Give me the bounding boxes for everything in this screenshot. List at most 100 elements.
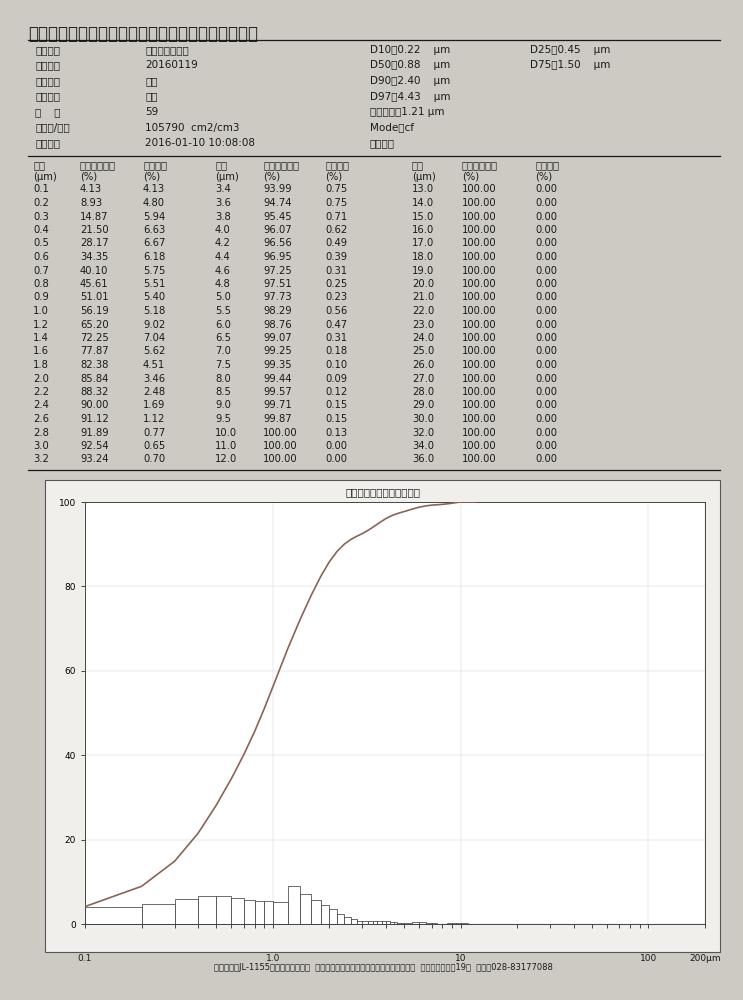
Text: 1.0: 1.0 bbox=[266, 954, 280, 963]
Text: 0.4: 0.4 bbox=[33, 225, 49, 235]
Text: 6.18: 6.18 bbox=[143, 252, 165, 262]
Text: 文件名：: 文件名： bbox=[370, 138, 395, 148]
Text: 0.3: 0.3 bbox=[33, 212, 49, 222]
Text: 0.49: 0.49 bbox=[325, 238, 347, 248]
Text: 操作人员: 操作人员 bbox=[35, 92, 60, 102]
Text: 99.44: 99.44 bbox=[263, 373, 291, 383]
Text: 200μm: 200μm bbox=[690, 954, 721, 963]
Text: 17.0: 17.0 bbox=[412, 238, 434, 248]
Text: 试样名称: 试样名称 bbox=[35, 76, 60, 86]
Text: 98.29: 98.29 bbox=[263, 306, 291, 316]
Text: 试样名称: 试样名称 bbox=[35, 45, 60, 55]
Text: 0.00: 0.00 bbox=[535, 238, 557, 248]
Text: 0.00: 0.00 bbox=[535, 414, 557, 424]
Text: 粒径: 粒径 bbox=[215, 160, 227, 170]
Text: 粒径: 粒径 bbox=[33, 160, 45, 170]
Text: 5.0: 5.0 bbox=[215, 292, 231, 302]
Text: 100.00: 100.00 bbox=[263, 441, 298, 451]
Text: 100.00: 100.00 bbox=[263, 428, 298, 438]
Text: 频度分布: 频度分布 bbox=[143, 160, 167, 170]
Text: 100.00: 100.00 bbox=[462, 225, 496, 235]
Text: 0.1: 0.1 bbox=[78, 954, 92, 963]
Text: 100.00: 100.00 bbox=[462, 212, 496, 222]
Text: 100.00: 100.00 bbox=[462, 441, 496, 451]
Text: 平均粒径：1.21 μm: 平均粒径：1.21 μm bbox=[370, 107, 444, 117]
Text: 16.0: 16.0 bbox=[412, 225, 434, 235]
Text: 100.00: 100.00 bbox=[462, 184, 496, 194]
Text: 2.4: 2.4 bbox=[33, 400, 49, 410]
Text: 浓    度: 浓 度 bbox=[35, 107, 60, 117]
Text: 18.0: 18.0 bbox=[412, 252, 434, 262]
Text: 100.00: 100.00 bbox=[462, 252, 496, 262]
Text: 0.00: 0.00 bbox=[535, 454, 557, 464]
Text: 11.0: 11.0 bbox=[215, 441, 237, 451]
Text: 10: 10 bbox=[455, 954, 467, 963]
Text: D75：1.50    μm: D75：1.50 μm bbox=[530, 60, 611, 70]
Text: 0.00: 0.00 bbox=[535, 360, 557, 370]
Text: 0.70: 0.70 bbox=[143, 454, 165, 464]
Text: 0.65: 0.65 bbox=[143, 441, 165, 451]
Text: 100.00: 100.00 bbox=[462, 387, 496, 397]
Text: 9.5: 9.5 bbox=[215, 414, 231, 424]
Text: 29.0: 29.0 bbox=[412, 400, 434, 410]
Text: 4.51: 4.51 bbox=[143, 360, 165, 370]
Text: 0.00: 0.00 bbox=[535, 306, 557, 316]
Text: 0.12: 0.12 bbox=[325, 387, 347, 397]
Text: 97.25: 97.25 bbox=[263, 265, 292, 275]
Text: 0.9: 0.9 bbox=[33, 292, 49, 302]
Text: D25：0.45    μm: D25：0.45 μm bbox=[530, 45, 611, 55]
Text: 4.6: 4.6 bbox=[215, 265, 231, 275]
Text: (%): (%) bbox=[80, 172, 97, 182]
Text: D97：4.43    μm: D97：4.43 μm bbox=[370, 92, 450, 102]
Text: 0.56: 0.56 bbox=[325, 306, 347, 316]
Text: 100.00: 100.00 bbox=[462, 320, 496, 330]
Text: (%): (%) bbox=[462, 172, 479, 182]
Text: 0.00: 0.00 bbox=[535, 252, 557, 262]
Text: 试样编号: 试样编号 bbox=[35, 60, 60, 70]
Text: 95.45: 95.45 bbox=[263, 212, 291, 222]
Text: 51.01: 51.01 bbox=[80, 292, 108, 302]
Text: 4.13: 4.13 bbox=[143, 184, 165, 194]
Text: (%): (%) bbox=[263, 172, 280, 182]
Text: 100.00: 100.00 bbox=[462, 279, 496, 289]
Text: 0.00: 0.00 bbox=[325, 454, 347, 464]
Text: 28.17: 28.17 bbox=[80, 238, 108, 248]
Text: 1.4: 1.4 bbox=[33, 333, 49, 343]
Text: 25.0: 25.0 bbox=[412, 347, 434, 357]
Text: 91.89: 91.89 bbox=[80, 428, 108, 438]
Text: 100.00: 100.00 bbox=[462, 400, 496, 410]
Text: 100.00: 100.00 bbox=[462, 198, 496, 208]
Text: 0.62: 0.62 bbox=[325, 225, 347, 235]
Text: 1.6: 1.6 bbox=[33, 347, 49, 357]
Text: 5.18: 5.18 bbox=[143, 306, 165, 316]
Text: 0.10: 0.10 bbox=[325, 360, 347, 370]
Text: 频度分布: 频度分布 bbox=[535, 160, 559, 170]
Text: 3.8: 3.8 bbox=[215, 212, 231, 222]
Text: 0.00: 0.00 bbox=[535, 373, 557, 383]
Text: 99.87: 99.87 bbox=[263, 414, 291, 424]
Text: 7.0: 7.0 bbox=[215, 347, 231, 357]
Text: 93.99: 93.99 bbox=[263, 184, 291, 194]
Text: 0.00: 0.00 bbox=[535, 400, 557, 410]
Text: 26.0: 26.0 bbox=[412, 360, 434, 370]
Text: 5.5: 5.5 bbox=[215, 306, 231, 316]
Text: 0.00: 0.00 bbox=[535, 265, 557, 275]
Text: 2.6: 2.6 bbox=[33, 414, 49, 424]
Text: 4.2: 4.2 bbox=[215, 238, 231, 248]
Text: 5.51: 5.51 bbox=[143, 279, 166, 289]
Text: 8.0: 8.0 bbox=[215, 373, 231, 383]
Text: 98.76: 98.76 bbox=[263, 320, 291, 330]
Text: 100.00: 100.00 bbox=[462, 292, 496, 302]
Text: 72.25: 72.25 bbox=[80, 333, 108, 343]
Text: 34.35: 34.35 bbox=[80, 252, 108, 262]
Text: 0.00: 0.00 bbox=[535, 428, 557, 438]
Text: 56.19: 56.19 bbox=[80, 306, 108, 316]
Text: 13.0: 13.0 bbox=[412, 184, 434, 194]
Text: 100.00: 100.00 bbox=[462, 428, 496, 438]
Text: 表面积/体积: 表面积/体积 bbox=[35, 122, 70, 132]
Text: 8.5: 8.5 bbox=[215, 387, 231, 397]
Text: 0.77: 0.77 bbox=[143, 428, 165, 438]
Text: 2.48: 2.48 bbox=[143, 387, 165, 397]
Text: 22.0: 22.0 bbox=[412, 306, 434, 316]
Text: 5.94: 5.94 bbox=[143, 212, 165, 222]
